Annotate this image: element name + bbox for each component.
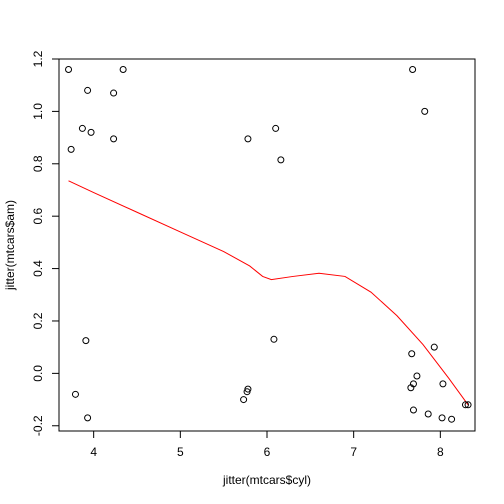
data-point — [65, 65, 73, 73]
x-axis: 4 5 6 7 8 — [90, 430, 444, 459]
data-point — [270, 335, 278, 343]
data-point — [409, 406, 417, 414]
data-point — [84, 414, 92, 422]
data-point — [87, 128, 95, 136]
data-point — [277, 156, 285, 164]
data-point — [243, 388, 251, 396]
data-point — [461, 401, 469, 409]
data-point — [71, 390, 79, 398]
data-point — [430, 343, 438, 351]
data-point — [67, 145, 75, 153]
y-tick-label: 0.8 — [31, 155, 45, 172]
y-tick-label: 0.6 — [31, 208, 45, 225]
data-point — [464, 401, 472, 409]
data-point — [110, 135, 118, 143]
data-point — [407, 384, 415, 392]
y-axis-label: jitter(mtcars$am) — [3, 200, 17, 291]
x-tick-label: 5 — [177, 445, 184, 459]
data-points — [65, 65, 472, 423]
y-tick-label: 0.0 — [31, 365, 45, 382]
data-point — [78, 124, 86, 132]
y-tick-label: 0.2 — [31, 312, 45, 329]
y-axis: -0.2 0.0 0.2 0.4 0.6 0.8 1.0 1.2 — [31, 50, 60, 436]
x-tick-label: 4 — [90, 445, 97, 459]
data-point — [110, 89, 118, 97]
data-point — [409, 65, 417, 73]
x-axis-label: jitter(mtcars$cyl) — [222, 473, 311, 487]
data-point — [438, 414, 446, 422]
data-point — [424, 410, 432, 418]
y-tick-label: -0.2 — [31, 415, 45, 436]
data-point — [439, 380, 447, 388]
data-point — [244, 135, 252, 143]
data-point — [408, 350, 416, 358]
data-point — [84, 86, 92, 94]
x-tick-label: 8 — [437, 445, 444, 459]
x-tick-label: 7 — [350, 445, 357, 459]
x-tick-label: 6 — [264, 445, 271, 459]
data-point — [119, 65, 127, 73]
data-point — [448, 415, 456, 423]
data-point — [272, 124, 280, 132]
data-point — [421, 107, 429, 115]
y-tick-label: 1.2 — [31, 50, 45, 67]
plot-frame — [58, 58, 476, 432]
y-tick-label: 0.4 — [31, 260, 45, 277]
data-point — [240, 396, 248, 404]
y-tick-label: 1.0 — [31, 103, 45, 120]
data-point — [413, 372, 421, 380]
data-point — [82, 337, 90, 345]
smooth-line — [68, 180, 469, 406]
